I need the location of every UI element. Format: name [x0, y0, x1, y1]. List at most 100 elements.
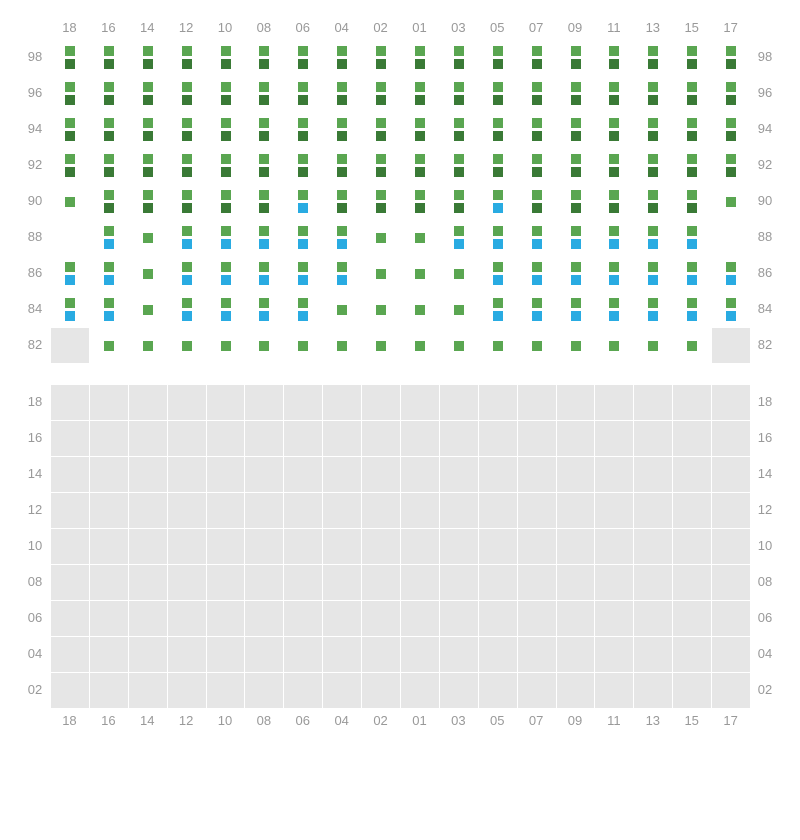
seat-marker[interactable]: [571, 46, 581, 56]
seat-marker[interactable]: [648, 226, 658, 236]
seat-marker[interactable]: [571, 131, 581, 141]
seat-marker[interactable]: [532, 275, 542, 285]
seat-marker[interactable]: [648, 275, 658, 285]
seat-marker[interactable]: [571, 154, 581, 164]
seat-marker[interactable]: [143, 203, 153, 213]
seat-marker[interactable]: [104, 203, 114, 213]
seat-marker[interactable]: [454, 154, 464, 164]
seat-marker[interactable]: [648, 341, 658, 351]
seat-marker[interactable]: [571, 341, 581, 351]
seat-marker[interactable]: [726, 154, 736, 164]
seat-marker[interactable]: [104, 95, 114, 105]
seat-marker[interactable]: [687, 167, 697, 177]
seat-marker[interactable]: [687, 131, 697, 141]
seat-marker[interactable]: [454, 226, 464, 236]
seat-marker[interactable]: [143, 118, 153, 128]
seat-marker[interactable]: [454, 82, 464, 92]
seat-marker[interactable]: [259, 59, 269, 69]
seat-marker[interactable]: [532, 118, 542, 128]
seat-marker[interactable]: [376, 233, 386, 243]
seat-marker[interactable]: [648, 131, 658, 141]
seat-marker[interactable]: [493, 298, 503, 308]
seat-marker[interactable]: [532, 59, 542, 69]
seat-marker[interactable]: [609, 203, 619, 213]
seat-marker[interactable]: [454, 167, 464, 177]
seat-marker[interactable]: [609, 167, 619, 177]
seat-marker[interactable]: [454, 341, 464, 351]
seat-marker[interactable]: [65, 167, 75, 177]
seat-marker[interactable]: [65, 118, 75, 128]
seat-marker[interactable]: [609, 311, 619, 321]
seat-marker[interactable]: [687, 82, 697, 92]
seat-marker[interactable]: [609, 190, 619, 200]
seat-marker[interactable]: [648, 190, 658, 200]
seat-marker[interactable]: [415, 167, 425, 177]
seat-marker[interactable]: [532, 203, 542, 213]
seat-marker[interactable]: [493, 203, 503, 213]
seat-marker[interactable]: [609, 154, 619, 164]
seat-marker[interactable]: [259, 95, 269, 105]
seat-marker[interactable]: [298, 298, 308, 308]
seat-marker[interactable]: [65, 154, 75, 164]
seat-marker[interactable]: [65, 46, 75, 56]
seat-marker[interactable]: [493, 341, 503, 351]
seat-marker[interactable]: [687, 275, 697, 285]
seat-marker[interactable]: [337, 226, 347, 236]
seat-marker[interactable]: [337, 118, 347, 128]
seat-marker[interactable]: [687, 298, 697, 308]
seat-marker[interactable]: [726, 197, 736, 207]
seat-marker[interactable]: [298, 154, 308, 164]
seat-marker[interactable]: [104, 341, 114, 351]
seat-marker[interactable]: [687, 46, 697, 56]
seat-marker[interactable]: [687, 154, 697, 164]
seat-marker[interactable]: [648, 118, 658, 128]
seat-marker[interactable]: [726, 298, 736, 308]
seat-marker[interactable]: [726, 167, 736, 177]
seat-marker[interactable]: [571, 167, 581, 177]
seat-marker[interactable]: [532, 298, 542, 308]
seat-marker[interactable]: [259, 226, 269, 236]
seat-marker[interactable]: [493, 262, 503, 272]
seat-marker[interactable]: [687, 203, 697, 213]
seat-marker[interactable]: [221, 298, 231, 308]
seat-marker[interactable]: [571, 118, 581, 128]
seat-marker[interactable]: [376, 167, 386, 177]
seat-marker[interactable]: [298, 239, 308, 249]
seat-marker[interactable]: [337, 190, 347, 200]
seat-marker[interactable]: [415, 154, 425, 164]
seat-marker[interactable]: [493, 226, 503, 236]
seat-marker[interactable]: [454, 269, 464, 279]
seat-marker[interactable]: [415, 46, 425, 56]
seat-marker[interactable]: [571, 59, 581, 69]
seat-marker[interactable]: [337, 82, 347, 92]
seat-marker[interactable]: [493, 190, 503, 200]
seat-marker[interactable]: [221, 167, 231, 177]
seat-marker[interactable]: [532, 167, 542, 177]
seat-marker[interactable]: [298, 311, 308, 321]
seat-marker[interactable]: [221, 190, 231, 200]
seat-marker[interactable]: [182, 190, 192, 200]
seat-marker[interactable]: [571, 190, 581, 200]
seat-marker[interactable]: [648, 167, 658, 177]
seat-marker[interactable]: [609, 275, 619, 285]
seat-marker[interactable]: [298, 341, 308, 351]
seat-marker[interactable]: [648, 95, 658, 105]
seat-marker[interactable]: [104, 262, 114, 272]
seat-marker[interactable]: [104, 82, 114, 92]
seat-marker[interactable]: [298, 118, 308, 128]
seat-marker[interactable]: [65, 311, 75, 321]
seat-marker[interactable]: [571, 298, 581, 308]
seat-marker[interactable]: [571, 239, 581, 249]
seat-marker[interactable]: [104, 59, 114, 69]
seat-marker[interactable]: [298, 82, 308, 92]
seat-marker[interactable]: [415, 269, 425, 279]
seat-marker[interactable]: [337, 262, 347, 272]
seat-marker[interactable]: [65, 275, 75, 285]
seat-marker[interactable]: [221, 131, 231, 141]
seat-marker[interactable]: [532, 82, 542, 92]
seat-marker[interactable]: [376, 269, 386, 279]
seat-marker[interactable]: [415, 59, 425, 69]
seat-marker[interactable]: [182, 239, 192, 249]
seat-marker[interactable]: [298, 190, 308, 200]
seat-marker[interactable]: [687, 118, 697, 128]
